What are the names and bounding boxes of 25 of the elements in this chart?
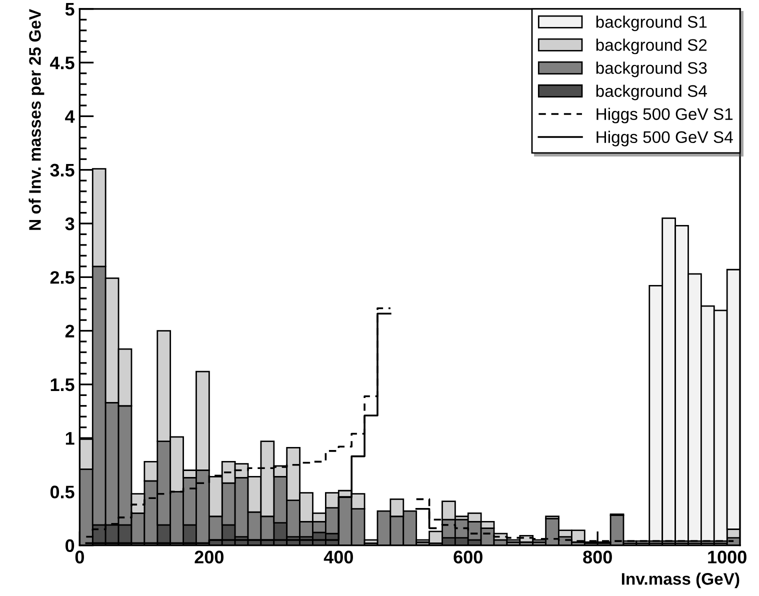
y-tick-label: 3 <box>65 217 74 230</box>
x-tick-label: 800 <box>583 550 612 564</box>
legend-label: background S2 <box>596 38 707 54</box>
x-tick-label: 1000 <box>708 550 746 564</box>
y-tick-label: 5 <box>65 3 74 16</box>
y-tick-label: 4 <box>65 110 75 123</box>
y-tick-label: 1.5 <box>50 378 74 392</box>
y-tick-label: 2 <box>65 324 74 338</box>
x-tick-label: 0 <box>75 550 84 564</box>
y-tick-label: 3.5 <box>50 164 74 177</box>
y-tick-label: 1 <box>66 432 74 445</box>
y-tick-label: 0 <box>66 539 74 552</box>
x-tick-label: 600 <box>454 550 482 564</box>
y-tick-label: 2.5 <box>50 271 74 284</box>
y-axis-title: N of Inv. masses per 25 GeV <box>28 9 44 230</box>
x-tick-label: 200 <box>194 550 224 564</box>
legend-label: background S3 <box>596 62 707 78</box>
y-tick-label: 4.5 <box>50 56 74 70</box>
y-tick-label: 0.5 <box>50 486 74 498</box>
legend-label: background S4 <box>596 84 707 100</box>
legend-label: Higgs 500 GeV S4 <box>596 130 733 146</box>
legend-label: background S1 <box>596 16 707 32</box>
x-tick-label: 400 <box>324 550 353 564</box>
legend-label: Higgs 500 GeV S1 <box>596 108 733 124</box>
x-axis-title: Inv.mass (GeV) <box>622 572 740 588</box>
